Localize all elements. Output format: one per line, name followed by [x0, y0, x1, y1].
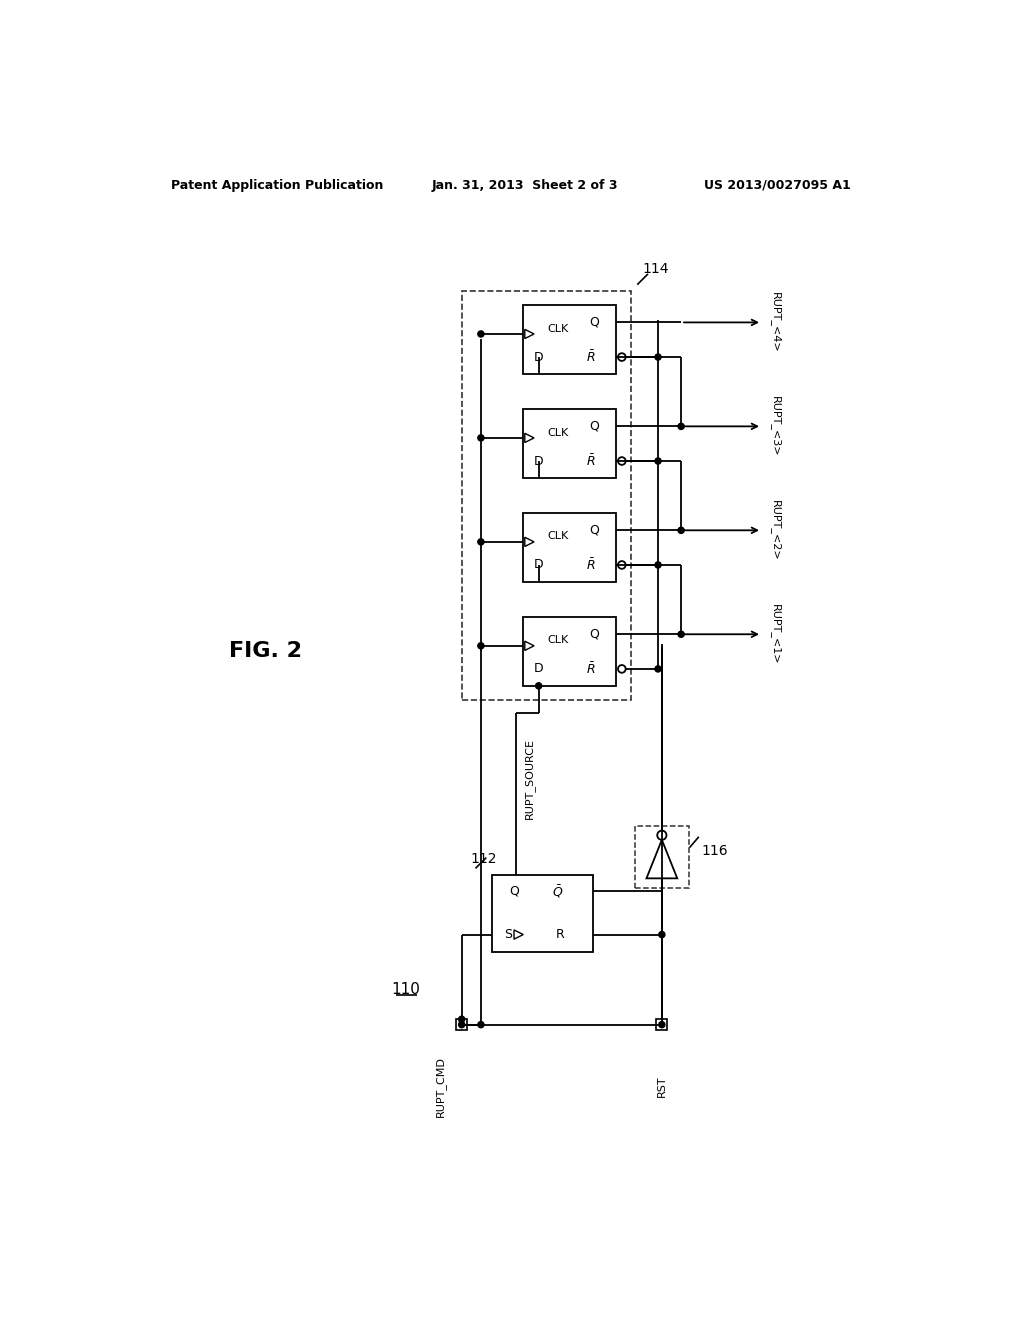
Circle shape [617, 665, 626, 673]
Bar [523, 512, 615, 582]
Bar [523, 409, 615, 478]
Text: RUPT_<1>: RUPT_<1> [770, 605, 781, 664]
Text: CLK: CLK [547, 635, 568, 645]
Text: $\bar{Q}$: $\bar{Q}$ [552, 883, 563, 900]
Circle shape [678, 631, 684, 638]
Text: S: S [504, 928, 512, 941]
Circle shape [478, 643, 484, 649]
Circle shape [678, 527, 684, 533]
Text: RUPT_<2>: RUPT_<2> [770, 500, 781, 561]
Text: $\bar{R}$: $\bar{R}$ [587, 453, 596, 469]
Text: Q: Q [589, 524, 599, 537]
Text: $\bar{R}$: $\bar{R}$ [587, 661, 596, 677]
Circle shape [478, 331, 484, 337]
Text: D: D [534, 454, 544, 467]
Text: RUPT_<4>: RUPT_<4> [770, 292, 781, 352]
Text: 110: 110 [392, 982, 421, 998]
Circle shape [678, 424, 684, 429]
Text: Q: Q [589, 315, 599, 329]
Circle shape [459, 1022, 465, 1028]
Text: D: D [534, 558, 544, 572]
Circle shape [478, 434, 484, 441]
Circle shape [657, 830, 667, 840]
Text: $\bar{R}$: $\bar{R}$ [587, 557, 596, 573]
Circle shape [658, 1022, 665, 1028]
Circle shape [655, 354, 662, 360]
Circle shape [655, 458, 662, 465]
Circle shape [617, 561, 626, 569]
Text: RUPT_CMD: RUPT_CMD [434, 1056, 445, 1117]
Bar [523, 305, 615, 374]
Text: D: D [534, 663, 544, 676]
Text: Patent Application Publication: Patent Application Publication [171, 178, 383, 191]
Circle shape [655, 665, 662, 672]
Circle shape [617, 457, 626, 465]
Text: CLK: CLK [547, 532, 568, 541]
Bar [523, 616, 615, 686]
Text: FIG. 2: FIG. 2 [228, 642, 302, 661]
Text: CLK: CLK [547, 323, 568, 334]
Text: Q: Q [589, 628, 599, 640]
Text: Jan. 31, 2013  Sheet 2 of 3: Jan. 31, 2013 Sheet 2 of 3 [431, 178, 618, 191]
Text: 114: 114 [642, 263, 669, 276]
Bar [457, 1019, 467, 1030]
Circle shape [536, 682, 542, 689]
Text: RUPT_SOURCE: RUPT_SOURCE [524, 738, 535, 818]
Circle shape [655, 562, 662, 568]
Text: US 2013/0027095 A1: US 2013/0027095 A1 [703, 178, 851, 191]
Text: D: D [534, 351, 544, 363]
Bar [635, 826, 689, 887]
Text: Q: Q [509, 884, 519, 898]
Text: 116: 116 [701, 845, 728, 858]
Text: RUPT_<3>: RUPT_<3> [770, 396, 781, 457]
Text: $\bar{R}$: $\bar{R}$ [587, 350, 596, 364]
Bar [656, 1019, 668, 1030]
Text: RST: RST [656, 1076, 667, 1097]
Circle shape [478, 1022, 484, 1028]
Text: CLK: CLK [547, 428, 568, 437]
Bar [493, 874, 593, 952]
Circle shape [658, 932, 665, 937]
Circle shape [478, 539, 484, 545]
Text: Q: Q [589, 420, 599, 433]
Bar [462, 290, 631, 700]
Text: 112: 112 [470, 853, 497, 866]
Circle shape [617, 354, 626, 360]
Circle shape [459, 1016, 465, 1022]
Text: R: R [556, 928, 564, 941]
